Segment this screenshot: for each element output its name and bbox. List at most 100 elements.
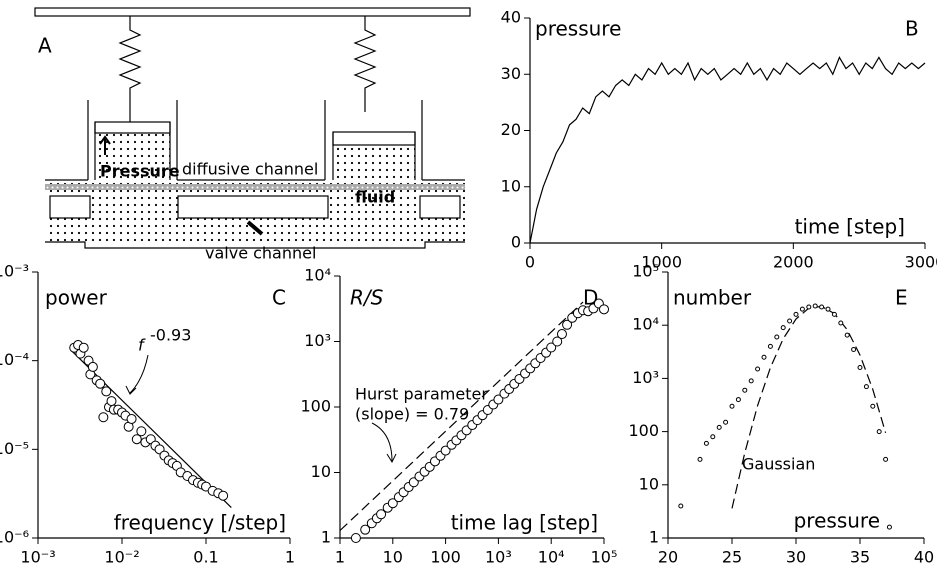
point (87, 361, 98, 372)
panel-label: B (905, 17, 919, 41)
x-tick-label: 1 (285, 548, 295, 567)
block (419, 195, 461, 219)
point (767, 343, 773, 349)
y-tick-label: 1 (649, 528, 659, 547)
point (101, 386, 112, 397)
point (126, 413, 137, 424)
annotation: power (45, 286, 108, 310)
annotation: time lag [step] (451, 511, 598, 535)
x-tick-label: 35 (850, 548, 870, 567)
x-tick-label: 10³ (485, 548, 512, 567)
annotation: pressure (535, 17, 621, 41)
point (838, 320, 844, 326)
membrane (45, 184, 465, 190)
point (599, 304, 609, 315)
point (723, 419, 729, 425)
point (710, 434, 716, 440)
point (552, 336, 563, 347)
x-tick-label: 1000 (641, 253, 682, 272)
panel-label: E (895, 286, 908, 310)
point (136, 426, 147, 437)
fit-line (339, 301, 584, 531)
x-tick-label: 25 (722, 548, 742, 567)
y-tick-label: 10⁻⁵ (0, 439, 29, 458)
y-tick-label: 10⁴ (632, 315, 659, 334)
diagram-label: valve channel (205, 244, 316, 263)
panel-label: A (38, 34, 52, 58)
point (863, 384, 869, 390)
diagram (34, 7, 471, 249)
block (177, 195, 329, 219)
point (376, 509, 387, 520)
y-tick-label: 10⁻⁴ (0, 350, 29, 369)
point (742, 387, 748, 393)
point (703, 440, 709, 446)
point (876, 429, 882, 435)
point (870, 403, 876, 409)
point (131, 434, 142, 445)
y-tick-label: 10⁻³ (0, 262, 29, 281)
y-tick-label: 10⁵ (632, 262, 659, 281)
point (440, 445, 451, 456)
point (360, 524, 371, 535)
point (825, 306, 831, 312)
valve-wall (45, 241, 465, 249)
x-tick-label: 40 (914, 548, 934, 567)
y-tick-label: 10⁴ (304, 266, 331, 285)
point (812, 303, 818, 309)
fluid (333, 145, 415, 183)
annotation: Hurst parameter (355, 385, 488, 404)
axis (529, 18, 925, 244)
x-tick-label: 30 (786, 548, 806, 567)
data-line (529, 56, 926, 244)
point (787, 318, 793, 324)
point (806, 304, 812, 310)
point (729, 403, 735, 409)
x-tick-label: 100 (430, 548, 461, 567)
y-tick-label: 10⁻⁶ (0, 528, 29, 547)
spring (353, 16, 377, 112)
point (851, 346, 857, 352)
point (78, 342, 89, 353)
y-tick-label: 10 (311, 462, 331, 481)
walls (87, 100, 423, 180)
piston (332, 131, 416, 146)
fit-line (731, 305, 887, 509)
point (831, 311, 837, 317)
x-tick-label: 0 (525, 253, 535, 272)
arrow (125, 354, 149, 395)
x-tick-label: 10 (383, 548, 403, 567)
point (844, 332, 850, 338)
point (106, 396, 117, 407)
diagram-label: Pressure (100, 162, 180, 181)
panel-label: C (272, 286, 286, 310)
point (799, 306, 805, 312)
annotation: R/S (350, 286, 384, 310)
point (218, 490, 229, 501)
point (735, 397, 741, 403)
y-tick-label: 1 (321, 528, 331, 547)
point (562, 319, 573, 330)
y-tick-label: 10³ (632, 368, 659, 387)
point (793, 311, 799, 317)
point (857, 365, 863, 371)
diagram-label: fluid (355, 188, 395, 207)
point (886, 524, 892, 530)
y-tick-label: 10 (501, 176, 521, 195)
top-plate (34, 7, 471, 17)
y-tick-label: 0 (511, 233, 521, 252)
point (697, 456, 703, 462)
x-tick-label: 10⁻² (104, 548, 139, 567)
y-tick-label: 40 (501, 8, 521, 27)
annotation: pressure (794, 509, 880, 533)
arrow (371, 422, 397, 464)
y-tick-label: 30 (501, 64, 521, 83)
point (95, 378, 106, 389)
fit-label: Gaussian (742, 455, 815, 474)
spring (118, 16, 142, 122)
annotation: (slope) = 0.79 (355, 405, 469, 424)
x-tick-label: 10⁵ (591, 548, 618, 567)
point (493, 394, 504, 405)
